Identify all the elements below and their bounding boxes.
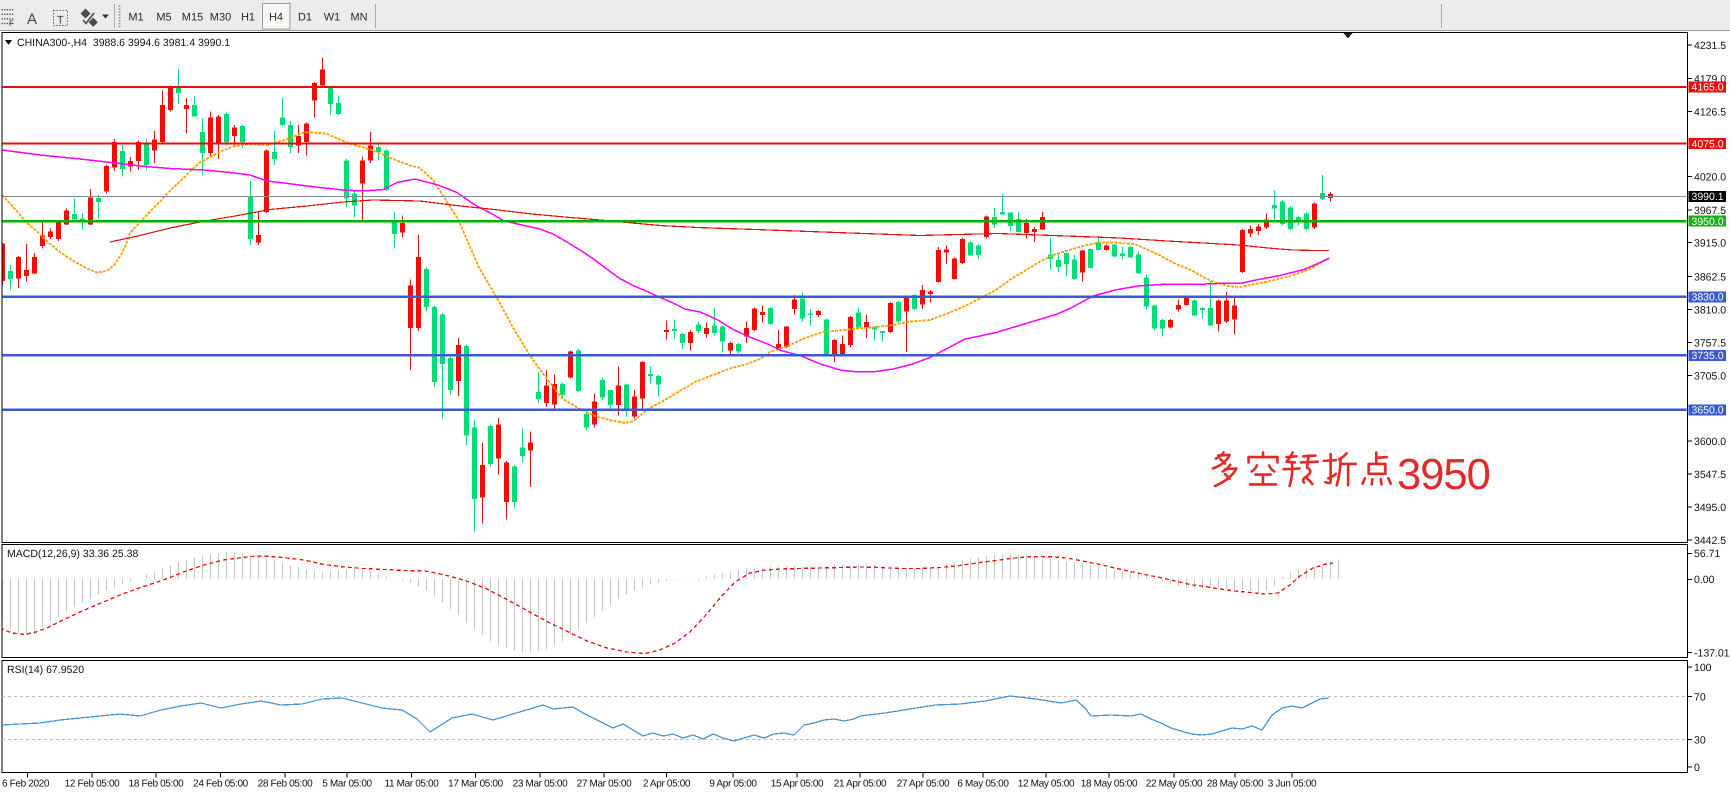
svg-text:M15: M15	[182, 12, 203, 24]
svg-text:18 Feb 05:00: 18 Feb 05:00	[129, 779, 185, 790]
svg-text:4126.5: 4126.5	[1694, 106, 1726, 118]
svg-text:H4: H4	[269, 12, 283, 24]
svg-text:28 May 05:00: 28 May 05:00	[1207, 779, 1264, 790]
svg-text:W1: W1	[324, 12, 341, 24]
svg-text:3735.0: 3735.0	[1692, 350, 1724, 362]
svg-text:3600.0: 3600.0	[1694, 436, 1726, 448]
svg-text:-137.01: -137.01	[1694, 648, 1730, 660]
svg-text:70: 70	[1694, 691, 1706, 703]
svg-text:12 May 05:00: 12 May 05:00	[1018, 779, 1075, 790]
svg-text:4075.0: 4075.0	[1692, 138, 1724, 150]
svg-text:12 Feb 05:00: 12 Feb 05:00	[65, 779, 121, 790]
svg-text:4165.0: 4165.0	[1692, 82, 1724, 94]
svg-text:D1: D1	[298, 12, 312, 24]
svg-text:18 May 05:00: 18 May 05:00	[1081, 779, 1138, 790]
svg-text:23 Mar 05:00: 23 Mar 05:00	[513, 779, 569, 790]
svg-text:3 Jun 05:00: 3 Jun 05:00	[1268, 779, 1317, 790]
svg-text:3950: 3950	[1397, 451, 1490, 499]
svg-text:9 Apr 05:00: 9 Apr 05:00	[709, 779, 757, 790]
svg-text:30: 30	[1694, 734, 1706, 746]
svg-text:3967.5: 3967.5	[1694, 205, 1726, 217]
svg-text:28 Feb 05:00: 28 Feb 05:00	[258, 779, 314, 790]
svg-text:M30: M30	[210, 12, 231, 24]
svg-text:22 May 05:00: 22 May 05:00	[1146, 779, 1203, 790]
svg-text:F: F	[9, 19, 14, 28]
svg-text:27 Mar 05:00: 27 Mar 05:00	[577, 779, 633, 790]
svg-text:3442.5: 3442.5	[1694, 535, 1726, 547]
svg-text:4231.5: 4231.5	[1694, 40, 1726, 52]
svg-text:3950.0: 3950.0	[1692, 216, 1724, 228]
svg-text:H1: H1	[241, 12, 255, 24]
svg-text:A: A	[27, 11, 37, 28]
svg-text:6 May 05:00: 6 May 05:00	[957, 779, 1009, 790]
svg-text:3705.0: 3705.0	[1694, 370, 1726, 382]
svg-text:21 Apr 05:00: 21 Apr 05:00	[834, 779, 887, 790]
svg-text:0: 0	[1694, 762, 1700, 774]
svg-text:3547.5: 3547.5	[1694, 469, 1726, 481]
svg-text:3650.0: 3650.0	[1692, 405, 1724, 417]
svg-text:MN: MN	[350, 12, 367, 24]
svg-text:17 Mar 05:00: 17 Mar 05:00	[448, 779, 504, 790]
svg-text:CHINA300-,H4 3988.6 3994.6 39: CHINA300-,H4 3988.6 3994.6 3981.4 3990.1	[17, 37, 230, 49]
svg-text:M1: M1	[128, 12, 143, 24]
svg-text:100: 100	[1694, 662, 1712, 674]
svg-text:5 Mar 05:00: 5 Mar 05:00	[322, 779, 372, 790]
svg-text:MACD(12,26,9) 33.36 25.38: MACD(12,26,9) 33.36 25.38	[7, 548, 138, 560]
svg-text:6 Feb 2020: 6 Feb 2020	[2, 779, 50, 790]
svg-text:RSI(14) 67.9520: RSI(14) 67.9520	[7, 664, 84, 676]
svg-text:3757.5: 3757.5	[1694, 337, 1726, 349]
svg-text:3810.0: 3810.0	[1694, 304, 1726, 316]
svg-text:0.00: 0.00	[1694, 574, 1715, 586]
svg-text:3990.1: 3990.1	[1692, 191, 1724, 203]
svg-text:3915.0: 3915.0	[1694, 237, 1726, 249]
svg-text:56.71: 56.71	[1694, 548, 1720, 560]
svg-text:T: T	[57, 15, 64, 27]
svg-text:15 Apr 05:00: 15 Apr 05:00	[771, 779, 824, 790]
svg-text:4020.0: 4020.0	[1694, 171, 1726, 183]
svg-text:27 Apr 05:00: 27 Apr 05:00	[897, 779, 950, 790]
svg-text:11 Mar 05:00: 11 Mar 05:00	[385, 779, 440, 790]
svg-text:24 Feb 05:00: 24 Feb 05:00	[193, 779, 249, 790]
svg-text:3862.5: 3862.5	[1694, 271, 1726, 283]
svg-text:3830.0: 3830.0	[1692, 292, 1724, 304]
svg-text:3495.0: 3495.0	[1694, 502, 1726, 514]
svg-text:M5: M5	[156, 12, 171, 24]
svg-text:2 Apr 05:00: 2 Apr 05:00	[643, 779, 691, 790]
